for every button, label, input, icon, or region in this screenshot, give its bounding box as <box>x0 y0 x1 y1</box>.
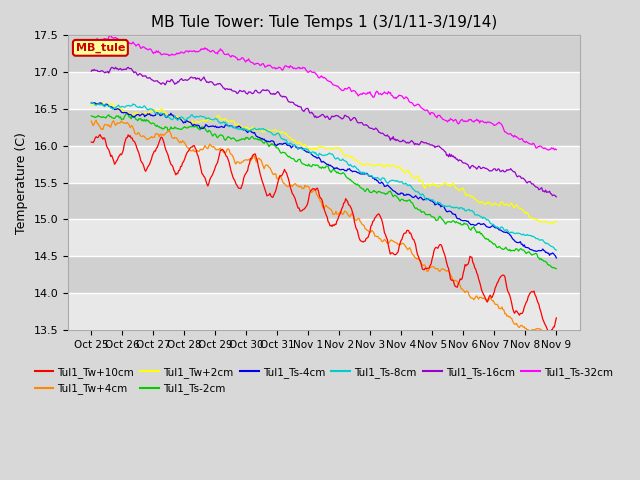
Bar <box>68 146 580 182</box>
Y-axis label: Temperature (C): Temperature (C) <box>15 132 28 233</box>
Bar <box>68 36 580 72</box>
Text: MB_tule: MB_tule <box>76 43 125 53</box>
Bar <box>68 72 580 109</box>
Bar <box>68 219 580 256</box>
Title: MB Tule Tower: Tule Temps 1 (3/1/11-3/19/14): MB Tule Tower: Tule Temps 1 (3/1/11-3/19… <box>150 15 497 30</box>
Bar <box>68 256 580 293</box>
Bar <box>68 109 580 146</box>
Bar <box>68 293 580 330</box>
Bar <box>68 182 580 219</box>
Legend: Tul1_Tw+10cm, Tul1_Tw+4cm, Tul1_Tw+2cm, Tul1_Ts-2cm, Tul1_Ts-4cm, Tul1_Ts-8cm, T: Tul1_Tw+10cm, Tul1_Tw+4cm, Tul1_Tw+2cm, … <box>30 363 617 398</box>
